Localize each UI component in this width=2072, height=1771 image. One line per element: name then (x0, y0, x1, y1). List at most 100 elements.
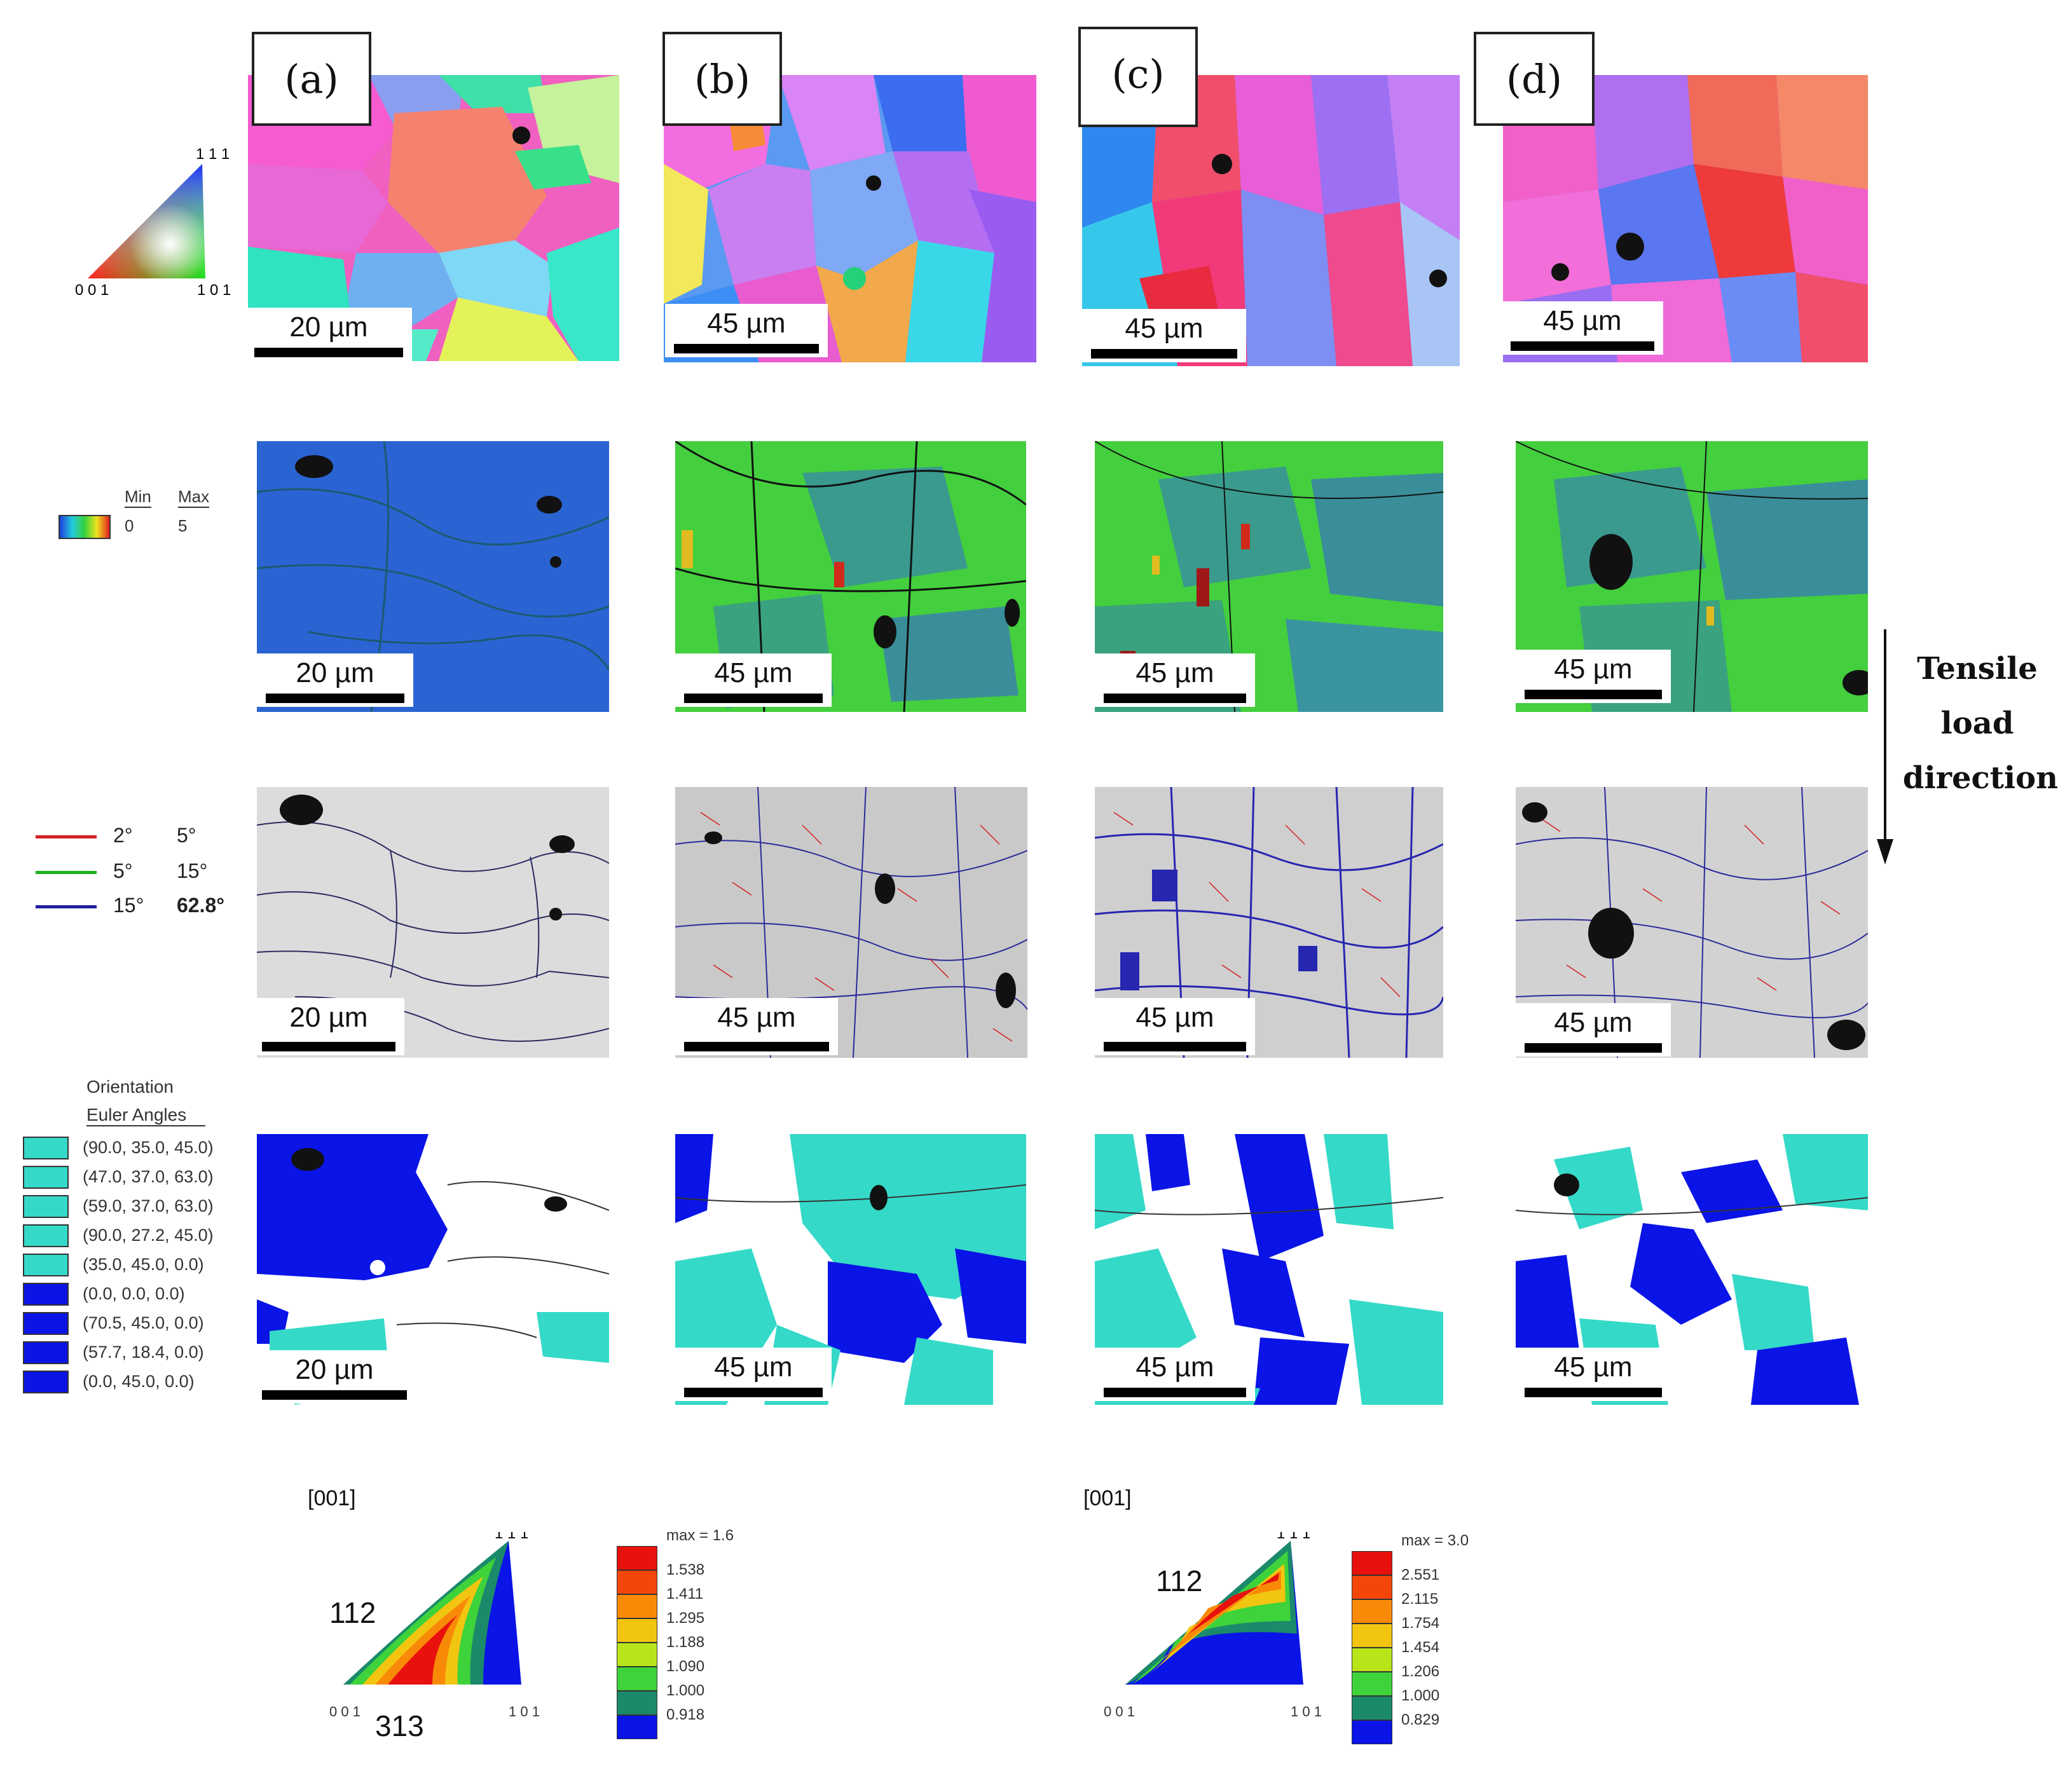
scale-bar-c-row3: 45 µm (1095, 998, 1255, 1055)
kam-min-label: Min (125, 487, 151, 508)
ipf1-001: 0 0 1 (329, 1704, 360, 1720)
texture-legend-swatch (23, 1224, 69, 1247)
misorientation-legend: 2° 5° 5° 15° 15° 62.8° (36, 816, 245, 931)
mis-line-red (36, 835, 97, 838)
scale-bar-line (262, 1042, 395, 1051)
panel-label-a: (a) (252, 32, 371, 126)
panel-label-d: (d) (1474, 32, 1595, 126)
ipf1-annotation-112: 112 (329, 1596, 376, 1629)
colorbar-cell (617, 1546, 657, 1570)
mis-to-0: 5° (177, 824, 196, 847)
kam-min-value: 0 (125, 516, 134, 535)
scale-bar-c-row1: 45 µm (1082, 309, 1246, 362)
scale-bar-line (674, 344, 819, 353)
colorbar-level-label: 1.454 (1401, 1639, 1440, 1656)
ipf1-101: 1 0 1 (509, 1704, 540, 1720)
scale-bar-a-row4: 20 µm (253, 1350, 416, 1404)
scale-bar-d-row4: 45 µm (1516, 1348, 1671, 1401)
scale-bar-a-row3: 20 µm (253, 998, 404, 1055)
scale-bar-line (1525, 1388, 1662, 1397)
texture-map-c (1095, 1134, 1443, 1405)
mis-line-green (36, 871, 97, 874)
colorbar-cell (1352, 1672, 1392, 1696)
kam-colorbar (58, 515, 111, 539)
tensile-label-line3: direction (1902, 760, 2059, 796)
colorbar-level-label: 1.754 (1401, 1615, 1440, 1632)
ipf2-colorbar: max = 3.0 2.551 2.115 1.754 1.454 1.206 1.000… (1352, 1532, 1504, 1760)
scale-bar-line (262, 1390, 407, 1400)
scale-label: 45 µm (717, 1002, 796, 1033)
inverse-pole-figure-2: [001] 1 1 1 0 0 1 1 0 1 112 max = 3.0 2.… (1081, 1481, 1564, 1761)
texture-legend-swatch (23, 1137, 69, 1159)
texture-legend-title: Orientation (86, 1077, 174, 1097)
ipf1-colorbar: max = 1.6 1.538 1.411 1.295 1.188 1.090 1.000… (617, 1527, 769, 1754)
scale-label: 20 µm (295, 1354, 374, 1385)
scale-label: 20 µm (289, 1002, 368, 1033)
mis-to-1: 15° (177, 859, 208, 882)
scale-label: 20 µm (296, 657, 374, 688)
colorbar-cell (1352, 1696, 1392, 1720)
kam-map-c (1095, 441, 1443, 712)
mis-from-1: 5° (113, 859, 133, 882)
colorbar-level-label: 1.538 (666, 1561, 705, 1578)
texture-legend-label: (35.0, 45.0, 0.0) (83, 1255, 204, 1274)
scale-label: 45 µm (714, 657, 793, 688)
scale-bar-line (1525, 1043, 1662, 1053)
texture-legend-entries: (90.0, 35.0, 45.0) (47.0, 37.0, 63.0) (59.… (0, 1137, 242, 1404)
scale-bar-a-row2: 20 µm (257, 653, 413, 707)
ipf-color-key: 1 1 1 0 0 1 1 0 1 (75, 145, 234, 299)
scale-label: 45 µm (1135, 1351, 1214, 1383)
kam-map-b (675, 441, 1026, 712)
scale-bar-line (1525, 690, 1662, 699)
panel-label-b: (b) (662, 32, 782, 126)
ipf2-direction: [001] (1083, 1486, 1132, 1510)
texture-legend-label: (0.0, 45.0, 0.0) (83, 1372, 195, 1391)
texture-legend-label: (0.0, 0.0, 0.0) (83, 1284, 185, 1303)
ipf-key-101: 1 0 1 (197, 282, 231, 297)
texture-legend-label: (57.7, 18.4, 0.0) (83, 1343, 204, 1362)
texture-legend-label: (90.0, 27.2, 45.0) (83, 1226, 214, 1245)
texture-legend-label: (70.5, 45.0, 0.0) (83, 1313, 204, 1332)
scale-label: 20 µm (289, 311, 368, 343)
colorbar-level-label: 0.918 (666, 1706, 705, 1723)
ipf1-triangle: 1 1 1 (343, 1532, 528, 1685)
ipf1-annotation-313: 313 (375, 1709, 424, 1742)
colorbar-cell (1352, 1648, 1392, 1672)
texture-legend-swatch (23, 1166, 69, 1189)
panel-label-c: (c) (1078, 27, 1198, 127)
ipf1-111: 1 1 1 (495, 1532, 528, 1542)
scale-bar-line (266, 694, 404, 703)
scale-bar-line (1104, 694, 1246, 703)
ipf2-annotation-112: 112 (1156, 1564, 1203, 1597)
colorbar-level-label: 2.551 (1401, 1566, 1440, 1583)
texture-legend: Orientation Euler Angles (90.0, 35.0, 45… (0, 1077, 242, 1407)
colorbar-cell (617, 1667, 657, 1691)
scale-bar-d-row2: 45 µm (1516, 650, 1671, 703)
colorbar-cell (1352, 1599, 1392, 1624)
colorbar-level-label: 1.295 (666, 1610, 705, 1627)
scale-bar-b-row3: 45 µm (675, 998, 838, 1055)
texture-legend-label: (90.0, 35.0, 45.0) (83, 1138, 214, 1157)
texture-legend-swatch (23, 1195, 69, 1218)
scale-bar-a-row1: 20 µm (245, 308, 412, 361)
colorbar-cell (617, 1594, 657, 1618)
ipf1-colorbar-cells: 1.538 1.411 1.295 1.188 1.090 1.000 0.918 (617, 1532, 769, 1754)
colorbar-cell (1352, 1624, 1392, 1648)
scale-label: 45 µm (1554, 1351, 1633, 1383)
scale-label: 45 µm (1543, 305, 1622, 336)
colorbar-level-label: 0.829 (1401, 1711, 1440, 1728)
colorbar-level-label: 2.115 (1401, 1590, 1439, 1608)
scale-label: 45 µm (1554, 1007, 1633, 1038)
ipf2-001: 0 0 1 (1104, 1704, 1135, 1720)
kam-legend: Min 0 Max 5 (58, 484, 224, 548)
texture-legend-swatch (23, 1283, 69, 1306)
ipf-map-a (248, 75, 619, 361)
ipf1-direction: [001] (308, 1486, 356, 1510)
scale-label: 45 µm (1125, 313, 1204, 344)
scale-bar-b-row1: 45 µm (665, 304, 828, 357)
scale-bar-c-row4: 45 µm (1095, 1348, 1255, 1401)
colorbar-level-label: 1.188 (666, 1634, 705, 1651)
scale-bar-line (1104, 1042, 1246, 1051)
ipf2-colorbar-cells: 2.551 2.115 1.754 1.454 1.206 1.000 0.829 (1352, 1537, 1504, 1760)
scale-label: 45 µm (714, 1351, 793, 1383)
